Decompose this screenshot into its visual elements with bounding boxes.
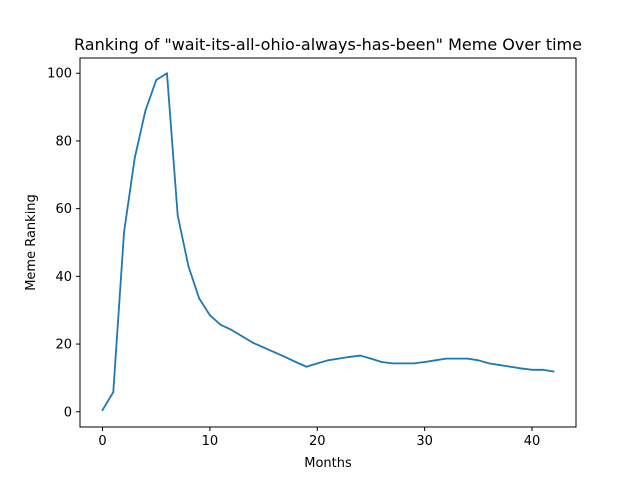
data-point — [144, 109, 147, 112]
data-point — [370, 357, 372, 360]
data-point — [531, 368, 533, 371]
data-point — [219, 323, 222, 326]
data-point — [305, 365, 308, 368]
data-point — [541, 368, 544, 371]
data-point — [477, 359, 480, 362]
data-point — [166, 72, 168, 75]
y-tick-label: 60 — [55, 202, 72, 217]
y-tick-label: 100 — [47, 67, 72, 82]
data-point — [359, 354, 362, 357]
data-point — [445, 357, 447, 360]
x-tick-label: 20 — [309, 434, 326, 449]
y-tick-label: 40 — [55, 270, 72, 285]
chart-title: Ranking of "wait-its-all-ohio-always-has… — [74, 35, 582, 54]
data-point — [327, 359, 329, 362]
data-point — [209, 314, 211, 317]
data-point — [241, 335, 244, 338]
data-point — [187, 265, 190, 268]
data-point — [294, 361, 297, 363]
y-tick-label: 0 — [64, 405, 72, 420]
data-point — [520, 367, 523, 370]
x-tick-label: 40 — [524, 434, 541, 449]
data-point — [133, 156, 136, 159]
x-tick-label: 30 — [416, 434, 433, 449]
data-point — [402, 362, 405, 365]
data-point — [155, 79, 158, 81]
data-point — [101, 409, 104, 411]
data-point — [251, 341, 254, 344]
data-point — [455, 357, 458, 360]
data-point — [380, 361, 383, 363]
data-point — [262, 346, 265, 349]
data-point — [466, 357, 469, 360]
data-point — [230, 328, 233, 331]
data-point — [488, 362, 490, 365]
data-point — [284, 356, 286, 358]
data-point — [552, 370, 555, 373]
x-tick-label: 0 — [98, 434, 106, 449]
data-point — [316, 362, 319, 365]
data-point — [348, 356, 351, 358]
data-point — [509, 365, 512, 368]
data-point — [412, 362, 415, 365]
y-tick-label: 80 — [55, 134, 72, 149]
data-point — [112, 391, 115, 394]
data-point — [391, 362, 394, 365]
data-point — [123, 231, 125, 234]
data-point — [273, 351, 276, 354]
data-point — [434, 359, 437, 362]
data-point — [498, 364, 501, 366]
x-tick-label: 10 — [202, 434, 219, 449]
data-point — [198, 297, 201, 300]
x-axis-label: Months — [304, 456, 352, 471]
y-axis-label: Meme Ranking — [24, 194, 39, 291]
data-point — [337, 357, 340, 360]
data-point — [423, 361, 426, 363]
plot-frame — [79, 57, 577, 428]
data-point — [176, 214, 179, 217]
y-tick-label: 20 — [55, 338, 72, 353]
